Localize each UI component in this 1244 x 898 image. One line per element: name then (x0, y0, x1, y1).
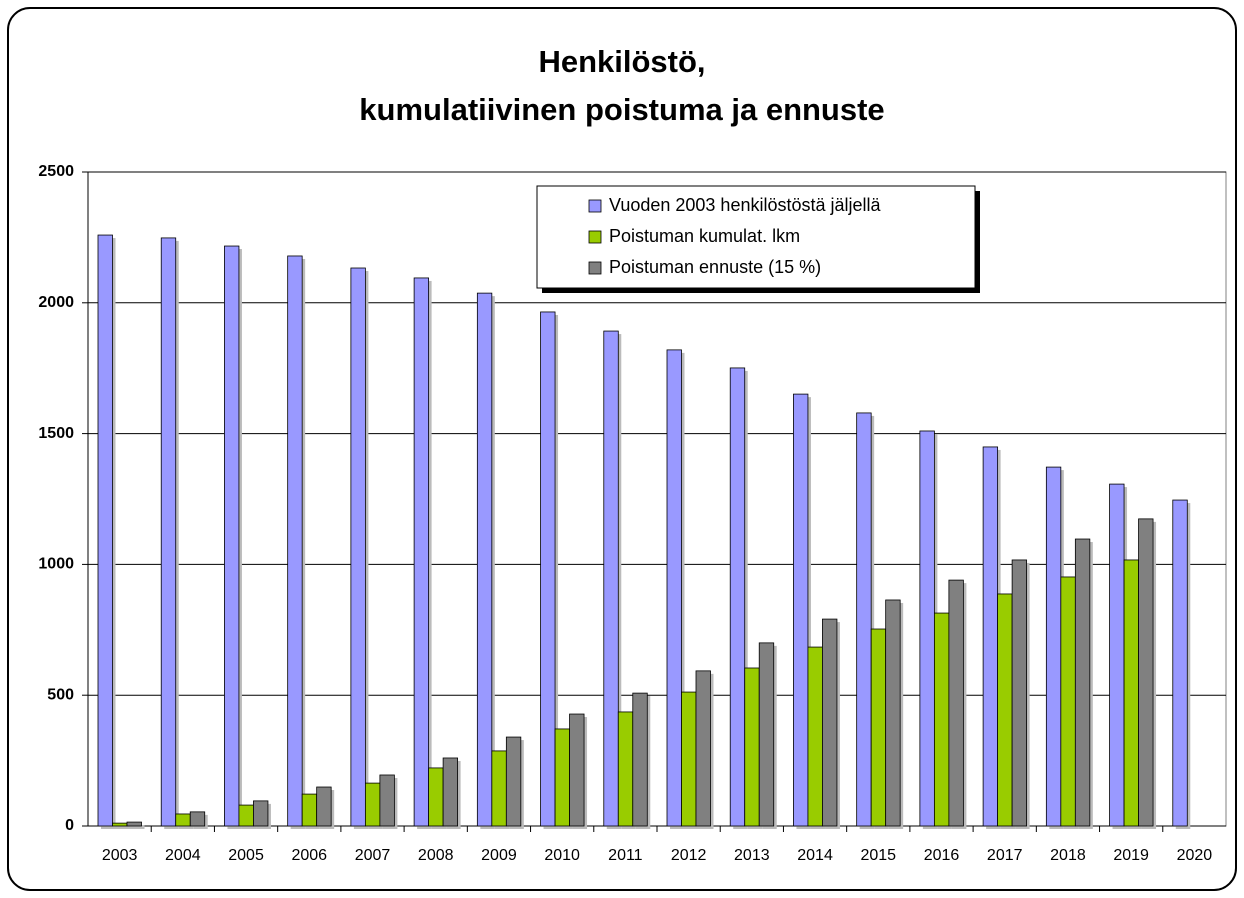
bar (112, 822, 128, 827)
bar (253, 800, 269, 827)
x-tick-label: 2016 (924, 847, 960, 864)
y-tick-label: 500 (47, 686, 74, 703)
y-tick-label: 2000 (38, 294, 74, 311)
bar (885, 599, 901, 827)
bar (793, 393, 809, 827)
bar (933, 612, 950, 827)
bar (1045, 466, 1062, 827)
bar (364, 782, 381, 827)
x-tick-label: 2017 (987, 847, 1023, 864)
x-tick-label: 2012 (671, 847, 707, 864)
bar (870, 628, 887, 827)
x-tick-label: 2009 (481, 847, 517, 864)
bar (1172, 499, 1188, 827)
x-tick-label: 2007 (355, 847, 391, 864)
legend-label: Poistuman kumulat. lkm (609, 226, 800, 246)
bar (428, 767, 444, 827)
bar (287, 255, 303, 827)
x-tick-label: 2003 (102, 847, 138, 864)
chart-title: kumulatiivinen poistuma ja ennuste (359, 92, 884, 127)
y-tick-label: 0 (65, 817, 74, 834)
x-tick-label: 2018 (1050, 847, 1086, 864)
bar (997, 593, 1013, 827)
bar (301, 793, 318, 827)
bar (316, 786, 332, 827)
chart-title: Henkilöstö, (538, 44, 705, 79)
bar (681, 691, 697, 827)
y-tick-label: 2500 (38, 163, 74, 180)
bar (1109, 483, 1125, 827)
bar (632, 692, 648, 827)
bar (982, 446, 999, 827)
bar (744, 667, 760, 827)
bar (856, 412, 872, 827)
bar (1060, 576, 1076, 827)
bar (189, 811, 206, 827)
bar (97, 234, 113, 827)
x-tick-label: 2014 (797, 847, 833, 864)
x-tick-label: 2005 (228, 847, 264, 864)
bar (603, 330, 619, 827)
bar-shadow (130, 825, 145, 829)
bar (822, 618, 838, 827)
legend-swatch (588, 230, 602, 244)
bar (695, 670, 711, 827)
legend-swatch (588, 199, 602, 213)
bar (442, 757, 459, 827)
bar (476, 292, 493, 827)
legend-label: Vuoden 2003 henkilöstöstä jäljellä (609, 195, 882, 215)
bar (666, 349, 682, 827)
legend-label: Poistuman ennuste (15 %) (609, 257, 821, 277)
x-tick-label: 2013 (734, 847, 770, 864)
x-tick-label: 2015 (860, 847, 896, 864)
bar (238, 804, 254, 827)
y-tick-label: 1000 (38, 556, 74, 573)
bar (1074, 538, 1091, 827)
bar (554, 728, 570, 827)
bar (379, 774, 395, 827)
bar (413, 277, 430, 827)
y-tick-label: 1500 (38, 425, 74, 442)
x-tick-label: 2011 (608, 847, 643, 864)
x-tick-label: 2019 (1113, 847, 1149, 864)
bar (175, 813, 191, 827)
x-tick-label: 2020 (1177, 847, 1213, 864)
bar (1011, 559, 1028, 827)
legend (536, 185, 976, 289)
x-tick-label: 2006 (291, 847, 327, 864)
bar (491, 750, 507, 827)
bar (224, 245, 240, 827)
bar (350, 267, 366, 827)
bar (1138, 518, 1154, 827)
bar (919, 430, 935, 827)
bar (1123, 559, 1139, 827)
x-tick-label: 2004 (165, 847, 201, 864)
bar (160, 237, 177, 827)
x-tick-label: 2010 (544, 847, 580, 864)
bar (948, 579, 964, 827)
bar (569, 713, 585, 827)
bar-shadow (115, 826, 130, 829)
bar (126, 821, 142, 827)
x-tick-label: 2008 (418, 847, 454, 864)
bar (807, 646, 823, 827)
bar (505, 736, 522, 827)
bar (729, 367, 746, 827)
legend-swatch (588, 261, 602, 275)
bar (617, 711, 634, 827)
bar (540, 311, 556, 827)
bar (758, 642, 775, 827)
